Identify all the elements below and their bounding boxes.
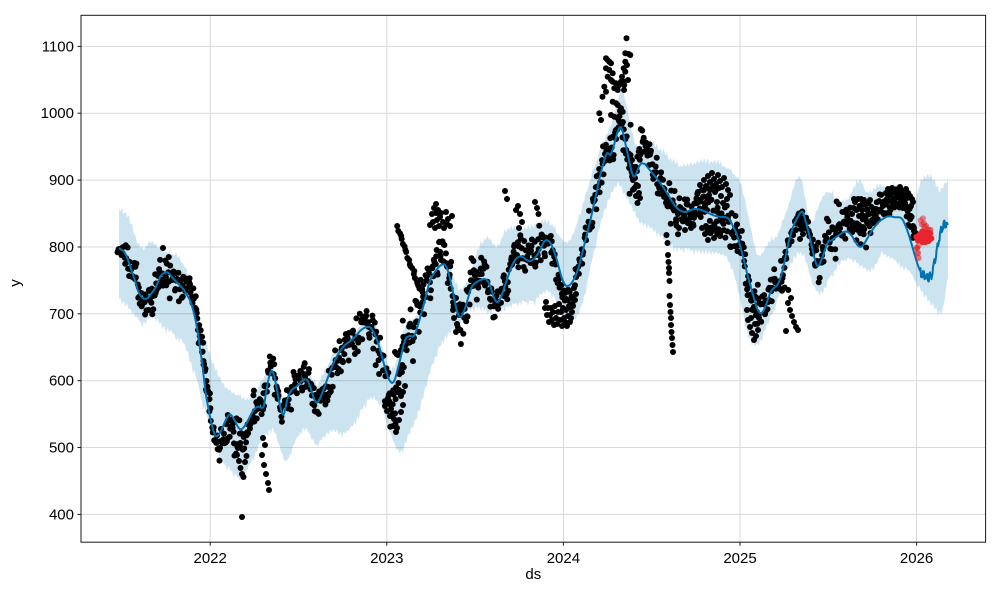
svg-text:600: 600	[49, 373, 74, 390]
svg-text:400: 400	[49, 506, 74, 523]
svg-text:ds: ds	[525, 566, 541, 583]
svg-text:1100: 1100	[42, 38, 74, 55]
svg-text:800: 800	[49, 239, 74, 256]
svg-text:2025: 2025	[723, 550, 756, 567]
svg-text:2024: 2024	[547, 550, 580, 567]
svg-text:1000: 1000	[41, 105, 74, 122]
svg-text:2022: 2022	[194, 550, 227, 567]
svg-text:900: 900	[49, 172, 74, 189]
svg-text:2026: 2026	[900, 550, 933, 567]
svg-text:700: 700	[49, 306, 74, 323]
svg-text:y: y	[7, 279, 24, 287]
svg-text:2023: 2023	[370, 550, 403, 567]
svg-text:500: 500	[49, 440, 74, 457]
